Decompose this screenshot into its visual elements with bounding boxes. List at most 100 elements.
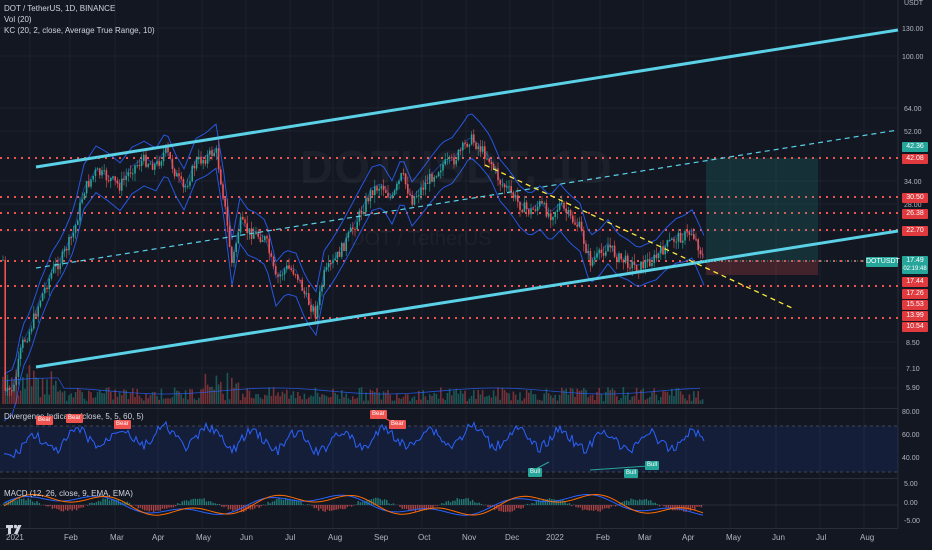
macd-pane-title[interactable]: MACD (12, 26, close, 9, EMA, EMA) xyxy=(4,489,133,498)
candle-body xyxy=(539,201,541,207)
volume-bar xyxy=(2,376,4,404)
candle-body xyxy=(8,387,11,390)
candle-body xyxy=(147,164,149,167)
volume-bar xyxy=(444,400,446,404)
macd-histogram-bar xyxy=(251,505,254,510)
volume-bar xyxy=(173,387,176,404)
candle-body xyxy=(378,188,380,191)
macd-histogram-bar xyxy=(128,502,131,505)
candle-body xyxy=(189,181,191,186)
volume-bar xyxy=(140,398,143,404)
candle-body xyxy=(503,184,506,188)
volume-bar xyxy=(435,393,438,404)
volume-bar xyxy=(686,400,688,404)
candle-body xyxy=(343,243,345,251)
volume-bar xyxy=(620,398,622,404)
volume-bar xyxy=(415,400,418,404)
macd-histogram-bar xyxy=(12,499,14,505)
candle-body xyxy=(61,251,64,264)
volume-bar xyxy=(17,395,20,404)
volume-bar xyxy=(651,392,653,404)
candle-body xyxy=(112,176,114,179)
candle-body xyxy=(455,160,457,165)
macd-histogram-bar xyxy=(67,505,69,511)
macd-histogram-bar xyxy=(399,505,401,507)
pane-separator-1[interactable] xyxy=(0,408,898,409)
volume-bar xyxy=(453,390,455,404)
volume-bar xyxy=(488,395,490,404)
volume-bar xyxy=(50,371,53,404)
macd-histogram-bar xyxy=(225,505,227,507)
candle-body xyxy=(578,221,581,227)
candle-body xyxy=(94,169,97,177)
legend-kc[interactable]: KC (20, 2, close, Average True Range, 10… xyxy=(4,26,155,35)
volume-bar xyxy=(600,393,603,404)
price-tick: 34.00 xyxy=(904,179,922,186)
volume-bar xyxy=(121,395,123,404)
candle-body xyxy=(528,209,530,215)
candle-body xyxy=(314,306,317,318)
pane-separator-2[interactable] xyxy=(0,478,898,479)
symbol-title[interactable]: DOT / TetherUS, 1D, BINANCE xyxy=(4,4,116,13)
candle-body xyxy=(121,178,123,191)
volume-bar xyxy=(440,387,442,404)
candle-body xyxy=(561,202,563,204)
volume-bar xyxy=(118,392,121,404)
macd-histogram-bar xyxy=(562,500,564,505)
candle-body xyxy=(611,245,614,248)
macd-histogram-bar xyxy=(100,501,102,505)
candle-body xyxy=(266,236,268,239)
macd-histogram-bar xyxy=(135,505,137,506)
tradingview-logo[interactable] xyxy=(6,522,22,536)
candle-body xyxy=(475,142,477,149)
macd-histogram-bar xyxy=(342,505,344,510)
volume-bar xyxy=(123,389,125,404)
candle-body xyxy=(446,159,449,160)
volume-bar xyxy=(336,394,339,404)
volume-bar xyxy=(701,399,704,404)
macd-histogram-bar xyxy=(474,502,476,505)
macd-histogram-bar xyxy=(155,505,157,511)
macd-histogram-bar xyxy=(639,499,641,505)
candle-body xyxy=(79,202,81,221)
macd-histogram-bar xyxy=(656,504,659,505)
macd-histogram-bar xyxy=(152,505,155,513)
candle-body xyxy=(501,184,504,186)
macd-histogram-bar xyxy=(456,498,458,505)
volume-bar xyxy=(389,394,391,404)
volume-bar xyxy=(679,391,682,404)
time-tick: Jul xyxy=(285,533,296,542)
volume-bar xyxy=(561,387,563,404)
volume-bar xyxy=(363,400,365,404)
candle-body xyxy=(158,161,160,166)
volume-bar xyxy=(411,397,413,404)
volume-bar xyxy=(116,396,119,404)
candle-body xyxy=(105,170,108,181)
candle-body xyxy=(156,161,158,165)
candle-body xyxy=(684,231,686,241)
candle-body xyxy=(464,142,466,144)
macd-histogram-bar xyxy=(317,505,320,511)
time-tick: Apr xyxy=(682,533,695,542)
candle-body xyxy=(180,176,182,180)
legend-vol[interactable]: Vol (20) xyxy=(4,15,32,24)
volume-bar xyxy=(206,384,209,404)
volume-bar xyxy=(413,396,416,404)
macd-histogram-bar xyxy=(137,505,139,509)
macd-histogram-bar xyxy=(205,501,208,505)
candle-body xyxy=(618,253,620,262)
volume-bar xyxy=(325,395,328,404)
macd-histogram-bar xyxy=(234,505,236,510)
volume-bar xyxy=(156,396,158,404)
macd-histogram-bar xyxy=(278,498,280,505)
macd-histogram-bar xyxy=(544,499,546,505)
volume-bar xyxy=(299,395,301,404)
candle-body xyxy=(286,265,288,270)
volume-bar xyxy=(664,391,666,404)
volume-bar xyxy=(631,396,633,404)
volume-bar xyxy=(382,391,385,404)
candle-body xyxy=(83,193,86,200)
candle-body xyxy=(600,249,603,253)
volume-bar xyxy=(222,393,224,404)
